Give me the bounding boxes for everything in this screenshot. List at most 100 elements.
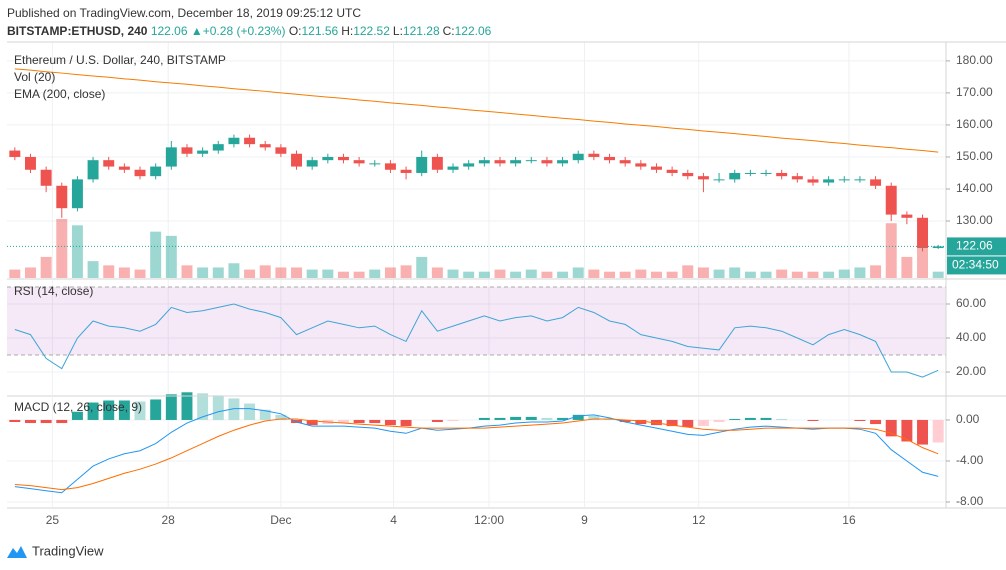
volume-bar [823,271,835,278]
volume-bar [510,271,522,278]
volume-bar [103,265,115,278]
panel-title: Ethereum / U.S. Dollar, 240, BITSTAMP [14,53,226,67]
candle-body [9,150,21,157]
candle-body [228,137,240,145]
ohlc-label: L: [392,24,403,38]
histogram-bar [604,418,616,420]
candle-body [635,163,647,167]
candle-body [917,217,929,249]
histogram-bar [666,419,678,427]
volume-bar [134,269,146,278]
ohlc-value: 121.28 [402,24,440,38]
candle-body [870,179,882,186]
candle-body [744,172,756,174]
volume-bar [541,271,553,278]
histogram-bar [885,419,897,437]
histogram-bar [901,419,913,442]
candle-body [400,169,412,173]
volume-bar [306,269,318,278]
volume-bar [760,271,772,278]
volume-bar [572,267,584,278]
histogram-bar [150,399,162,420]
candle-body [353,160,365,164]
volume-bar [291,267,303,278]
brand: TradingView [32,543,104,558]
candle-body [165,147,177,167]
candle-body [322,156,334,161]
histogram-bar [118,400,130,420]
volume-bar [337,271,349,278]
histogram-bar [197,393,209,420]
ohlc: O:121.56 H:122.52 L:121.28 C:122.06 [289,24,495,38]
candle-body [666,169,678,173]
histogram-bar [56,419,68,424]
volume-bar [713,269,725,278]
candle-body [729,172,741,180]
histogram-bar [165,394,177,420]
histogram-bar [259,409,271,420]
published: Published on TradingView.com, December 1… [7,6,361,20]
volume-bar [791,271,803,278]
histogram-bar [478,417,490,420]
candle-body [588,153,600,157]
histogram-bar [572,414,584,420]
price: 122.06 [150,24,188,38]
candle-body [197,150,209,154]
header: Published on TradingView.com, December 1… [7,4,494,40]
volume-bar [478,271,490,278]
histogram-bar [306,419,318,426]
volume-bar [650,271,662,278]
candle-body [478,160,490,164]
y-tick-label: 160.00 [956,117,993,131]
histogram-bar [87,402,99,420]
x-tick-label: 16 [842,513,856,527]
volume-bar [384,267,396,278]
volume-bar [259,265,271,278]
histogram-bar [384,419,396,426]
histogram-bar [557,417,569,420]
y-tick-label: 130.00 [956,213,993,227]
volume-bar [917,248,929,278]
volume-bar [197,267,209,278]
volume-bar [776,269,788,278]
macd-line [14,408,939,494]
volume-bar [682,265,694,278]
candle-body [384,163,396,170]
candle-body [244,137,256,145]
volume-bar [56,219,68,278]
candle-body [885,185,897,215]
candle-body [650,166,662,170]
candle-body [150,166,162,177]
histogram-bar [697,419,709,427]
histogram-bar [212,395,224,420]
candle-body [838,179,850,181]
volume-bar [212,267,224,278]
histogram-bar [619,419,631,423]
histogram-bar [134,401,146,420]
candle-body [604,156,616,161]
volume-bar [228,263,240,278]
candle-body [525,160,537,162]
histogram-bar [431,419,443,423]
volume-bar [807,271,819,278]
candle-body [87,160,99,180]
candle-body [494,160,506,164]
ema-line [14,68,939,153]
y-tick-label: 170.00 [956,85,993,99]
y-tick-label: 150.00 [956,149,993,163]
volume-bar [604,271,616,278]
histogram-bar [854,419,866,421]
candle-body [134,169,146,177]
histogram-bar [932,419,944,443]
candle-body [369,163,381,165]
volume-bar [744,271,756,278]
volume-bar [854,267,866,278]
rsi-line [14,303,939,378]
histogram-bar [713,419,725,423]
candle-body [275,147,287,154]
rsi-band-area [7,286,946,356]
ohlc-label: O: [288,24,302,38]
volume-bar [588,269,600,278]
